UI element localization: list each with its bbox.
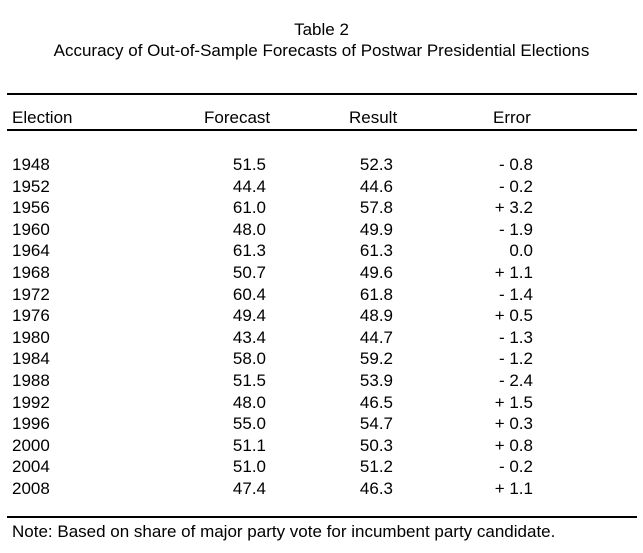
column-header-forecast: Forecast: [204, 108, 271, 127]
table-row: 1972 60.4 61.8 - 1.4: [0, 284, 643, 306]
cell-forecast: 48.0: [232, 392, 266, 412]
cell-result: 52.3: [359, 155, 393, 174]
cell-forecast: 47.4: [232, 478, 266, 498]
cell-election: 1976: [12, 306, 50, 326]
cell-result: 61.8: [359, 284, 393, 304]
cell-result: 61.3: [359, 241, 393, 261]
cell-error: + 0.5: [494, 306, 533, 326]
cell-election: 1992: [12, 392, 50, 412]
cell-result: 44.6: [359, 176, 393, 196]
column-header-election: Election: [12, 108, 73, 127]
cell-forecast: 51.1: [232, 435, 266, 455]
table-title: Accuracy of Out-of-Sample Forecasts of P…: [53, 41, 590, 60]
cell-election: 1972: [12, 284, 50, 304]
cell-election: 1964: [12, 241, 50, 261]
table-row: 1948 51.5 52.3 - 0.8: [0, 154, 643, 176]
cell-forecast: 60.4: [232, 284, 266, 304]
cell-result: 51.2: [359, 457, 393, 477]
cell-result: 46.3: [359, 478, 393, 498]
cell-election: 1948: [12, 155, 50, 174]
cell-election: 1988: [12, 370, 50, 390]
cell-error: + 1.5: [494, 392, 533, 412]
cell-forecast: 61.0: [232, 198, 266, 218]
cell-forecast: 44.4: [232, 176, 266, 196]
cell-forecast: 43.4: [232, 327, 266, 347]
cell-result: 46.5: [359, 392, 393, 412]
cell-error: + 1.1: [494, 262, 533, 282]
cell-forecast: 55.0: [232, 414, 266, 434]
cell-error: - 1.4: [498, 284, 533, 304]
cell-result: 54.7: [359, 414, 393, 434]
table-row: 1964 61.3 61.3 0.0: [0, 240, 643, 262]
table-row: 1952 44.4 44.6 - 0.2: [0, 176, 643, 198]
cell-forecast: 58.0: [232, 349, 266, 369]
table-row: 1968 50.7 49.6 + 1.1: [0, 262, 643, 284]
table-row: 1992 48.0 46.5 + 1.5: [0, 392, 643, 414]
cell-error: - 1.2: [498, 349, 533, 369]
cell-election: 1996: [12, 414, 50, 434]
header-rule: [7, 129, 637, 131]
cell-election: 1952: [12, 176, 50, 196]
table-row: 1960 48.0 49.9 - 1.9: [0, 219, 643, 241]
cell-error: - 2.4: [498, 370, 533, 390]
top-rule: [7, 93, 637, 95]
cell-error: - 0.8: [498, 155, 533, 174]
cell-error: + 0.8: [494, 435, 533, 455]
cell-result: 50.3: [359, 435, 393, 455]
cell-election: 1984: [12, 349, 50, 369]
cell-error: - 1.9: [498, 219, 533, 239]
bottom-rule: [7, 516, 637, 518]
cell-election: 1960: [12, 219, 50, 239]
table-row: 2008 47.4 46.3 + 1.1: [0, 478, 643, 500]
cell-forecast: 49.4: [232, 306, 266, 326]
cell-result: 57.8: [359, 198, 393, 218]
table-row: 1976 49.4 48.9 + 0.5: [0, 305, 643, 327]
table-row: 1956 61.0 57.8 + 3.2: [0, 197, 643, 219]
cell-result: 59.2: [359, 349, 393, 369]
table-row: 1980 43.4 44.7 - 1.3: [0, 327, 643, 349]
cell-result: 53.9: [359, 370, 393, 390]
table-note: Note: Based on share of major party vote…: [12, 522, 556, 541]
cell-election: 1980: [12, 327, 50, 347]
column-header-result: Result: [349, 108, 398, 127]
table-row: 1984 58.0 59.2 - 1.2: [0, 348, 643, 370]
table-row: 2000 51.1 50.3 + 0.8: [0, 435, 643, 457]
cell-error: 0.0: [509, 241, 533, 261]
cell-error: + 3.2: [494, 198, 533, 218]
cell-result: 48.9: [359, 306, 393, 326]
table-number: Table 2: [294, 20, 349, 39]
cell-error: + 0.3: [494, 414, 533, 434]
cell-forecast: 48.0: [232, 219, 266, 239]
cell-error: - 1.3: [498, 327, 533, 347]
table-body: 1948 51.5 52.3 - 0.8 1952 44.4 44.6 - 0.2 1956 61…: [0, 154, 643, 500]
cell-forecast: 51.5: [232, 155, 266, 174]
cell-election: 2004: [12, 457, 50, 477]
cell-result: 44.7: [359, 327, 393, 347]
cell-result: 49.9: [359, 219, 393, 239]
cell-election: 1968: [12, 262, 50, 282]
cell-result: 49.6: [359, 262, 393, 282]
table-row: 1996 55.0 54.7 + 0.3: [0, 413, 643, 435]
column-header-error: Error: [493, 108, 531, 127]
cell-forecast: 50.7: [232, 262, 266, 282]
cell-error: - 0.2: [498, 457, 533, 477]
cell-forecast: 51.0: [232, 457, 266, 477]
cell-election: 1956: [12, 198, 50, 218]
cell-forecast: 61.3: [232, 241, 266, 261]
table-row: 2004 51.0 51.2 - 0.2: [0, 456, 643, 478]
cell-error: - 0.2: [498, 176, 533, 196]
cell-election: 2000: [12, 435, 50, 455]
cell-error: + 1.1: [494, 478, 533, 498]
table-row: 1988 51.5 53.9 - 2.4: [0, 370, 643, 392]
cell-election: 2008: [12, 478, 50, 498]
cell-forecast: 51.5: [232, 370, 266, 390]
